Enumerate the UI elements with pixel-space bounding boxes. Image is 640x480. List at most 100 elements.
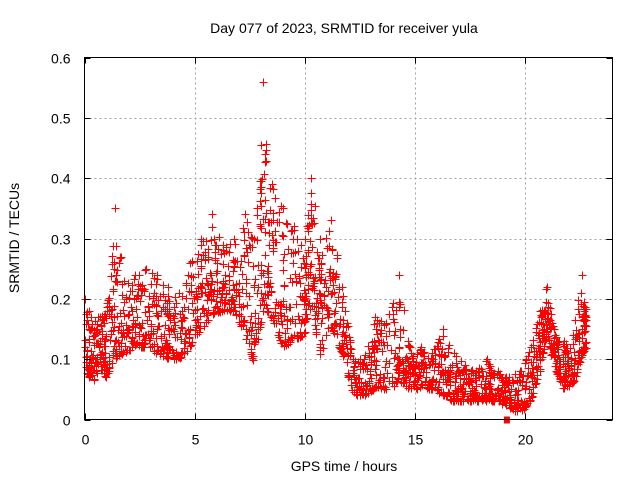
data-point (122, 295, 131, 304)
data-point (261, 228, 270, 237)
data-point (437, 370, 446, 379)
data-point (413, 385, 422, 394)
data-point (291, 319, 300, 328)
data-point (152, 280, 161, 289)
data-point (113, 266, 122, 275)
data-point (182, 330, 191, 339)
data-point (204, 316, 213, 325)
data-point (102, 332, 111, 341)
data-point (132, 340, 141, 349)
data-point (322, 331, 331, 340)
data-point (277, 302, 286, 311)
data-point (242, 325, 251, 334)
data-point (475, 392, 484, 401)
data-point (399, 359, 408, 368)
data-point (453, 363, 462, 372)
data-point (390, 331, 399, 340)
data-point (191, 330, 200, 339)
data-point (559, 360, 568, 369)
data-point (406, 343, 415, 352)
data-point (315, 264, 324, 273)
data-point (188, 299, 197, 308)
data-point (147, 320, 156, 329)
data-point (338, 283, 347, 292)
data-point (581, 303, 590, 312)
data-point (212, 241, 221, 250)
data-point (128, 307, 137, 316)
data-point (225, 272, 234, 281)
data-point (204, 306, 213, 315)
data-point (439, 325, 448, 334)
data-point (391, 327, 400, 336)
data-point (245, 339, 254, 348)
data-point (280, 281, 289, 290)
data-point (282, 305, 291, 314)
data-point (418, 349, 427, 358)
data-point (570, 377, 579, 386)
data-point (365, 379, 374, 388)
data-point (242, 279, 251, 288)
data-point (485, 380, 494, 389)
data-point (579, 343, 588, 352)
data-point (122, 332, 131, 341)
data-point (309, 214, 318, 223)
data-point (295, 315, 304, 324)
data-point (153, 342, 162, 351)
data-point (239, 224, 248, 233)
data-point (546, 304, 555, 313)
data-point (578, 271, 587, 280)
data-point (382, 319, 391, 328)
data-point (279, 266, 288, 275)
data-point (542, 285, 551, 294)
data-point (164, 292, 173, 301)
data-point (156, 292, 165, 301)
data-point (222, 289, 231, 298)
data-point (191, 306, 200, 315)
data-point (528, 364, 537, 373)
data-point (134, 292, 143, 301)
data-point (275, 218, 284, 227)
data-point (291, 248, 300, 257)
data-point (372, 371, 381, 380)
data-point (568, 370, 577, 379)
data-point (505, 373, 514, 382)
data-point (166, 345, 175, 354)
data-point (90, 341, 99, 350)
data-point (147, 330, 156, 339)
data-point (304, 301, 313, 310)
data-point (251, 275, 260, 284)
data-point (377, 384, 386, 393)
data-point (301, 317, 310, 326)
data-point (381, 383, 390, 392)
data-point (355, 374, 364, 383)
data-point (193, 315, 202, 324)
data-point (343, 358, 352, 367)
data-point (243, 301, 252, 310)
data-point (256, 222, 265, 231)
data-point (315, 289, 324, 298)
data-point (229, 256, 238, 265)
data-point (544, 332, 553, 341)
data-point (422, 373, 431, 382)
data-point (107, 272, 116, 281)
data-point (507, 385, 516, 394)
data-point (280, 250, 289, 259)
data-point (367, 387, 376, 396)
data-point (292, 277, 301, 286)
data-point (112, 354, 121, 363)
data-point (183, 347, 192, 356)
data-point (196, 324, 205, 333)
data-point (484, 379, 493, 388)
data-point (141, 266, 150, 275)
data-point (178, 316, 187, 325)
data-point (310, 302, 319, 311)
data-point (542, 298, 551, 307)
data-point (268, 231, 277, 240)
data-point (171, 321, 180, 330)
data-point (509, 378, 518, 387)
data-point (150, 300, 159, 309)
data-point (289, 259, 298, 268)
data-point (246, 243, 255, 252)
data-point (157, 307, 166, 316)
data-point (195, 328, 204, 337)
